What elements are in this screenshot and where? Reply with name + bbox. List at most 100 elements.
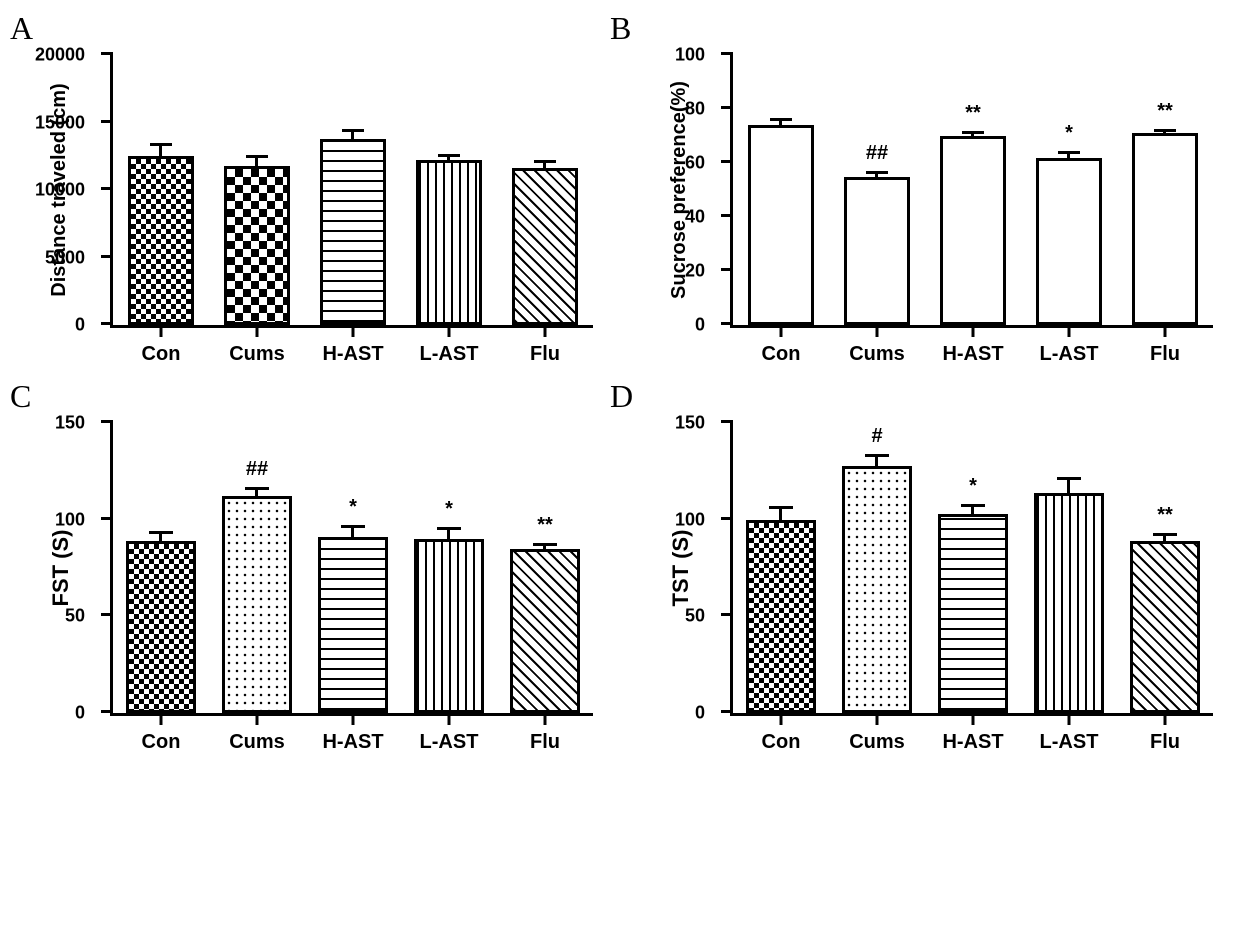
x-label-Flu: Flu [1117,343,1213,366]
bar-slot-Flu: ** [1117,423,1213,713]
error-stem [1067,480,1070,495]
bar-slot-L-AST: * [401,423,497,713]
bar-slot-Con [733,423,829,713]
bar-slot-Cums [209,55,305,325]
y-tick-label: 20 [685,261,705,282]
bar-slot-Con [113,423,209,713]
error-stem [875,457,878,469]
x-label-Con: Con [733,731,829,754]
significance-marker: ** [1157,100,1173,123]
error-stem [351,132,354,141]
bar-Cums [224,166,289,325]
y-tick-label: 50 [65,606,85,627]
y-tick: 80 [721,106,733,109]
significance-marker: ** [965,102,981,125]
error-stem [543,546,546,552]
bar-Con [128,156,193,325]
error-stem [779,509,782,523]
x-label-L-AST: L-AST [401,731,497,754]
x-label-L-AST: L-AST [1021,343,1117,366]
bar-H-AST [320,139,385,325]
x-label-Cums: Cums [829,731,925,754]
y-tick: 0 [721,710,733,713]
error-cap [342,129,364,132]
significance-marker: ** [537,514,553,537]
panel-A: A Distance traveled (cm)0500010000150002… [20,20,600,348]
bar-slot-Flu [497,55,593,325]
panel-D-bars: #*** [733,423,1213,713]
bar-slot-Flu: ** [497,423,593,713]
y-tick-label: 50 [685,606,705,627]
panel-D: D TST (S)050100150#***ConCumsH-ASTL-ASTF… [640,388,1220,716]
bar-L-AST [1034,493,1103,713]
bar-slot-Flu: ** [1117,55,1213,325]
panel-A-chart: Distance traveled (cm)050001000015000200… [110,55,593,328]
y-tick-label: 60 [685,153,705,174]
bar-L-AST [416,160,481,325]
error-cap [865,454,889,457]
y-tick: 0 [721,322,733,325]
x-label-Con: Con [733,343,829,366]
error-cap [770,118,792,121]
y-tick-label: 0 [695,703,705,724]
y-tick: 50 [101,613,113,616]
figure-grid: A Distance traveled (cm)0500010000150002… [20,20,1220,716]
y-tick: 10000 [101,187,113,190]
panel-B-bars: ##***** [733,55,1213,325]
error-cap [534,160,556,163]
y-tick-label: 20000 [35,45,85,66]
x-label-H-AST: H-AST [925,343,1021,366]
bar-Con [748,125,813,325]
y-tick: 100 [101,517,113,520]
x-label-H-AST: H-AST [305,343,401,366]
panel-C-bars: ##**** [113,423,593,713]
bar-slot-Con [733,55,829,325]
error-cap [150,143,172,146]
error-cap [1153,533,1177,536]
y-tick: 0 [101,710,113,713]
panel-B-label: B [610,10,631,47]
x-label-H-AST: H-AST [305,731,401,754]
error-stem [1067,154,1070,161]
panel-A-bars [113,55,593,325]
error-cap [1154,129,1176,132]
significance-marker: * [349,496,357,519]
bar-Flu [1132,133,1197,325]
error-stem [971,134,974,139]
y-tick-label: 0 [75,703,85,724]
y-tick: 0 [101,322,113,325]
error-stem [543,163,546,171]
y-tick-label: 10000 [35,180,85,201]
panel-C-xlabels: ConCumsH-ASTL-ASTFlu [113,731,593,754]
bar-slot-Cums: # [829,423,925,713]
y-tick-label: 80 [685,99,705,120]
error-stem [159,146,162,160]
x-label-Flu: Flu [1117,731,1213,754]
error-cap [149,531,173,534]
panel-D-chart: TST (S)050100150#***ConCumsH-ASTL-ASTFlu [730,423,1213,716]
panel-D-label: D [610,378,633,415]
error-cap [245,487,269,490]
error-stem [255,490,258,500]
panel-C: C FST (S)050100150##****ConCumsH-ASTL-AS… [20,388,600,716]
significance-marker: ## [866,142,888,165]
y-tick-label: 0 [695,315,705,336]
y-tick: 40 [721,214,733,217]
y-tick-label: 150 [55,413,85,434]
x-label-L-AST: L-AST [1021,731,1117,754]
error-stem [255,158,258,169]
bar-Cums [844,177,909,326]
bar-L-AST [1036,158,1101,325]
error-stem [971,507,974,517]
x-label-Flu: Flu [497,731,593,754]
bar-H-AST [318,537,387,713]
y-tick-label: 15000 [35,112,85,133]
error-cap [341,525,365,528]
error-cap [246,155,268,158]
y-tick: 5000 [101,255,113,258]
bar-Flu [1130,541,1199,713]
bar-slot-H-AST: * [305,423,401,713]
y-tick: 60 [721,160,733,163]
panel-B: B Sucrose preference(%)020406080100##***… [640,20,1220,348]
error-cap [437,527,461,530]
